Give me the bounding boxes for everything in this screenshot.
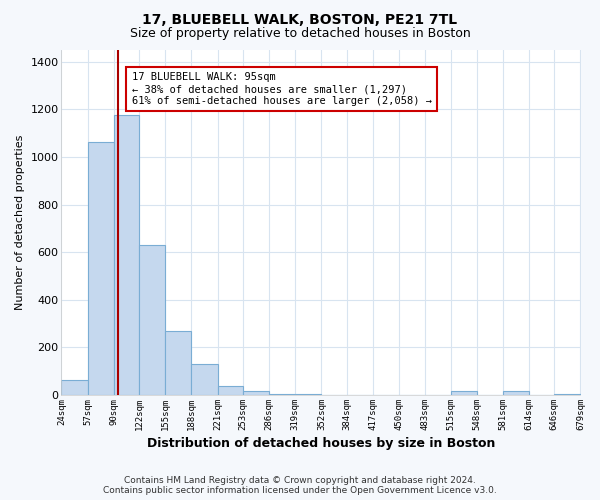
Bar xyxy=(88,142,114,395)
Bar xyxy=(114,116,139,395)
Bar xyxy=(295,394,322,395)
Bar xyxy=(165,331,191,395)
Text: 17 BLUEBELL WALK: 95sqm
← 38% of detached houses are smaller (1,297)
61% of semi: 17 BLUEBELL WALK: 95sqm ← 38% of detache… xyxy=(131,72,431,106)
Bar xyxy=(243,392,269,395)
Bar xyxy=(139,245,165,395)
Text: Contains HM Land Registry data © Crown copyright and database right 2024.
Contai: Contains HM Land Registry data © Crown c… xyxy=(103,476,497,495)
Bar xyxy=(269,394,295,395)
Bar xyxy=(218,386,243,395)
Text: Size of property relative to detached houses in Boston: Size of property relative to detached ho… xyxy=(130,28,470,40)
Bar xyxy=(554,394,581,395)
Y-axis label: Number of detached properties: Number of detached properties xyxy=(15,135,25,310)
Bar xyxy=(61,380,88,395)
Bar xyxy=(503,390,529,395)
Bar xyxy=(191,364,218,395)
Bar xyxy=(451,392,476,395)
Text: 17, BLUEBELL WALK, BOSTON, PE21 7TL: 17, BLUEBELL WALK, BOSTON, PE21 7TL xyxy=(142,12,458,26)
X-axis label: Distribution of detached houses by size in Boston: Distribution of detached houses by size … xyxy=(147,437,495,450)
